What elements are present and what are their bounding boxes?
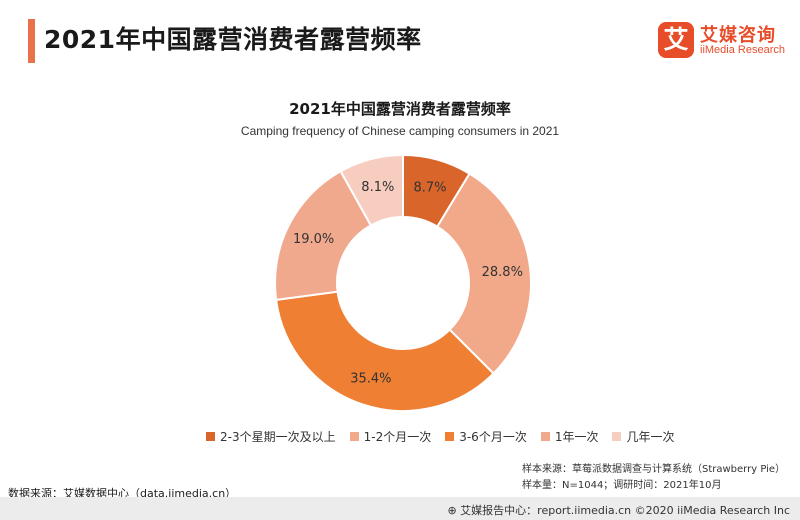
donut-slice-3 [274, 290, 495, 412]
brand-logo: 艾 艾媒咨询 iiMedia Research [654, 20, 789, 64]
legend-label: 1-2个月一次 [363, 430, 432, 444]
title-accent-bar [28, 19, 35, 63]
legend-item-1: 2-3个星期一次及以上 [206, 428, 336, 445]
legend-item-4: 1年一次 [540, 428, 599, 445]
legend-label: 2-3个星期一次及以上 [220, 430, 336, 444]
legend-label: 3-6个月一次 [459, 430, 527, 444]
logo-mark-icon: 艾 [658, 22, 694, 58]
logo-text-en: iiMedia Research [700, 44, 785, 56]
legend-item-5: 几年一次 [612, 428, 674, 445]
sample-size-note: 样本量：N=1044；调研时间：2021年10月 [522, 480, 722, 491]
slice-label-5: 8.1% [361, 180, 394, 195]
legend-item-3: 3-6个月一次 [445, 428, 527, 445]
legend-item-2: 1-2个月一次 [349, 428, 432, 445]
sample-source-note: 样本来源：草莓派数据调查与计算系统（Strawberry Pie） [522, 464, 786, 475]
slice-label-2: 28.8% [482, 265, 523, 280]
logo-text-cn: 艾媒咨询 [700, 25, 776, 46]
legend-swatch-icon [445, 432, 455, 441]
slice-label-3: 35.4% [350, 372, 391, 387]
legend-label: 1年一次 [554, 430, 599, 444]
footer-bar: ⊕ 艾媒报告中心：report.iimedia.cn ©2020 iiMedia… [0, 497, 800, 520]
page-title: 2021年中国露营消费者露营频率 [44, 25, 422, 54]
footer-text: ⊕ 艾媒报告中心：report.iimedia.cn ©2020 iiMedia… [447, 504, 790, 517]
legend-swatch-icon [540, 432, 550, 441]
donut-slice-4 [274, 169, 373, 301]
legend-label: 几年一次 [626, 430, 675, 444]
chart-title: 2021年中国露营消费者露营频率 [289, 100, 511, 118]
chart-subtitle: Camping frequency of Chinese camping con… [240, 124, 560, 138]
donut-slice-2 [435, 172, 532, 375]
data-source: 数据来源：艾媒数据中心（data.iimedia.cn） [8, 487, 237, 500]
legend-swatch-icon [612, 432, 622, 441]
slice-label-1: 8.7% [413, 181, 446, 196]
chart-legend: 2-3个星期一次及以上 1-2个月一次 3-6个月一次 1年一次 几年一次 [206, 428, 688, 445]
slice-label-4: 19.0% [293, 232, 334, 247]
legend-swatch-icon [349, 432, 359, 441]
donut-slice-5 [339, 153, 404, 227]
legend-swatch-icon [206, 432, 215, 441]
